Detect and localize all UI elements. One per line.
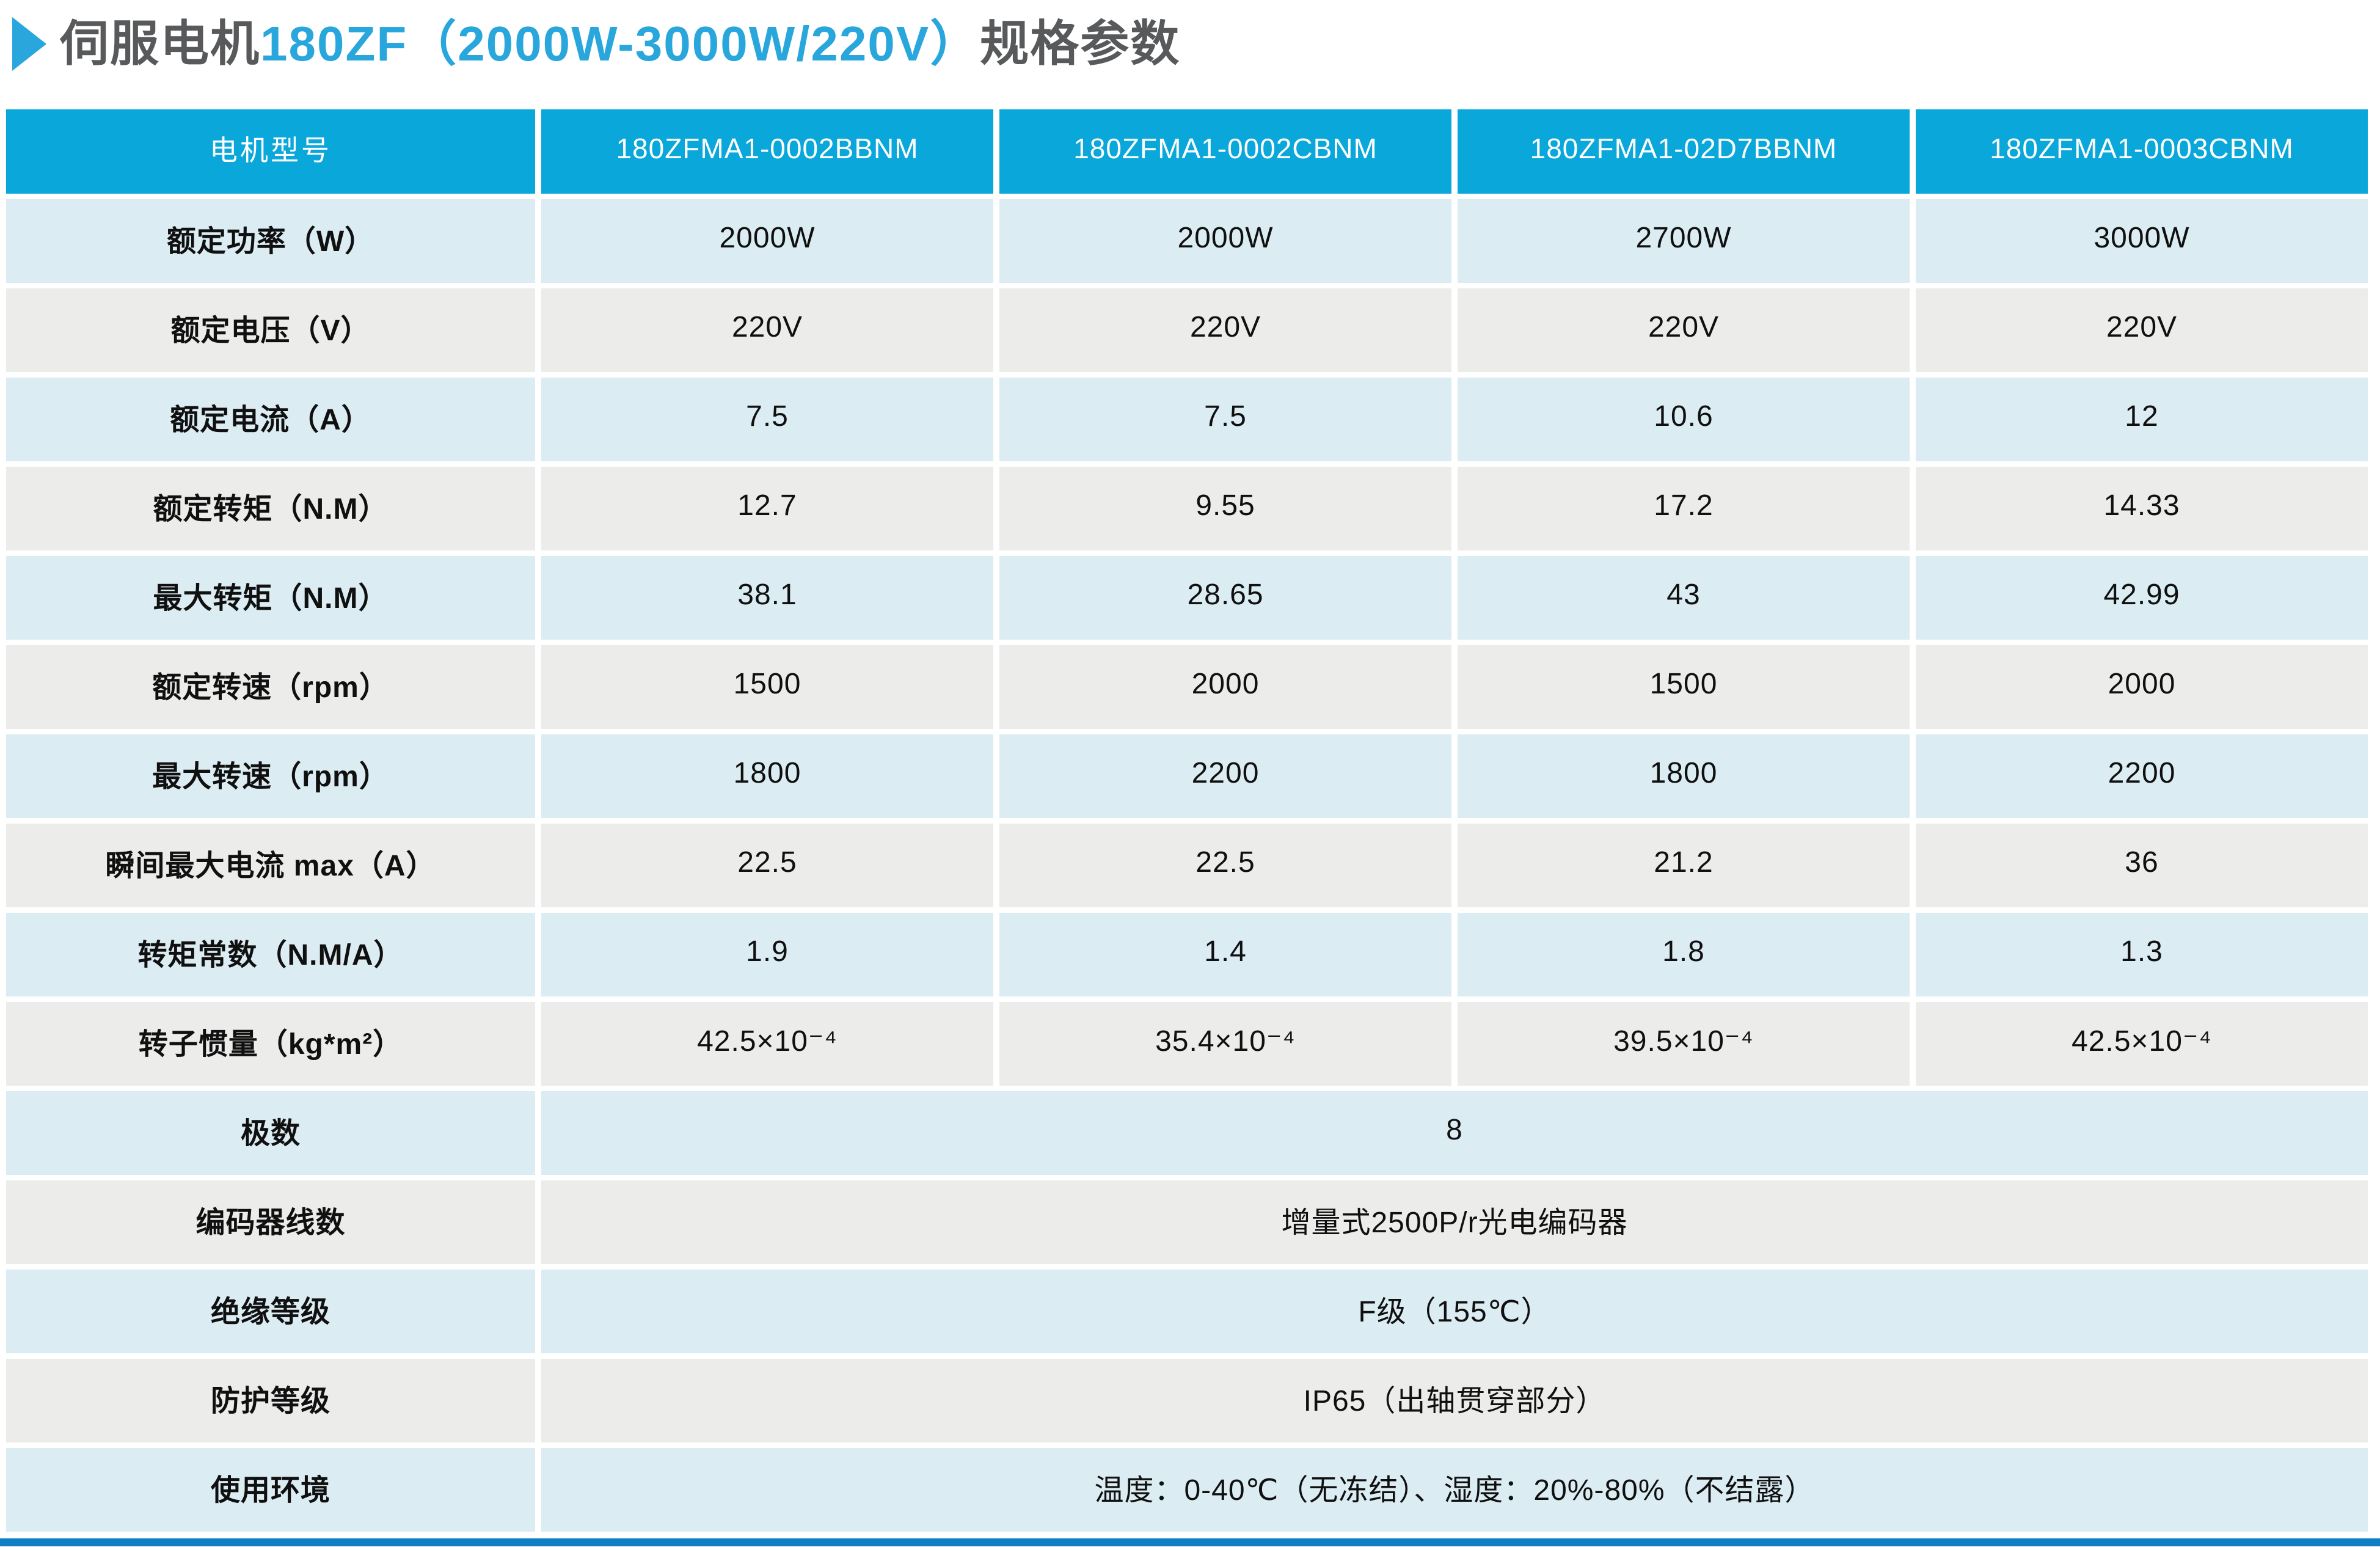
table-row: 额定功率（W） 2000W 2000W 2700W 3000W <box>6 199 2368 283</box>
corner-header-motor-model: 电机型号 <box>6 109 535 194</box>
spec-value: 1.3 <box>1916 913 2368 996</box>
row-label: 转矩常数（N.M/A） <box>6 913 535 996</box>
spec-value: 2700W <box>1458 199 1910 283</box>
spec-value: 7.5 <box>541 378 993 461</box>
spec-value: 1800 <box>541 734 993 818</box>
spec-value: 35.4×10⁻⁴ <box>999 1002 1451 1086</box>
spec-value: 1500 <box>541 645 993 729</box>
spec-value-span: 增量式2500P/r光电编码器 <box>541 1180 2368 1264</box>
table-row: 绝缘等级 F级（155℃） <box>6 1270 2368 1353</box>
spec-value-span: 8 <box>541 1091 2368 1175</box>
table-row: 使用环境 温度：0-40℃（无冻结）、湿度：20%-80%（不结露） <box>6 1448 2368 1532</box>
spec-value-span: IP65（出轴贯穿部分） <box>541 1359 2368 1442</box>
table-row: 防护等级 IP65（出轴贯穿部分） <box>6 1359 2368 1442</box>
table-row: 额定转速（rpm） 1500 2000 1500 2000 <box>6 645 2368 729</box>
spec-value: 2000W <box>999 199 1451 283</box>
table-row: 额定电流（A） 7.5 7.5 10.6 12 <box>6 378 2368 461</box>
title-suffix: 规格参数 <box>980 16 1181 71</box>
spec-value: 22.5 <box>999 824 1451 907</box>
spec-value-span: 温度：0-40℃（无冻结）、湿度：20%-80%（不结露） <box>541 1448 2368 1532</box>
spec-value: 38.1 <box>541 556 993 640</box>
spec-value: 9.55 <box>999 467 1451 550</box>
spec-value: 21.2 <box>1458 824 1910 907</box>
table-row: 转子惯量（kg*m²） 42.5×10⁻⁴ 35.4×10⁻⁴ 39.5×10⁻⁴ 42… <box>6 1002 2368 1086</box>
column-header-model: 180ZFMA1-0003CBNM <box>1916 109 2368 194</box>
spec-value: 1.9 <box>541 913 993 996</box>
spec-value-span: F级（155℃） <box>541 1270 2368 1353</box>
triangle-bullet-icon <box>12 17 46 71</box>
spec-value: 1500 <box>1458 645 1910 729</box>
table-row: 额定电压（V） 220V 220V 220V 220V <box>6 288 2368 372</box>
row-label: 最大转速（rpm） <box>6 734 535 818</box>
spec-value: 2000 <box>999 645 1451 729</box>
spec-value: 220V <box>1916 288 2368 372</box>
row-label: 编码器线数 <box>6 1180 535 1264</box>
spec-value: 12.7 <box>541 467 993 550</box>
spec-value: 14.33 <box>1916 467 2368 550</box>
spec-value: 10.6 <box>1458 378 1910 461</box>
bottom-accent-bar <box>0 1538 2380 1546</box>
spec-value: 2000W <box>541 199 993 283</box>
spec-value: 17.2 <box>1458 467 1910 550</box>
spec-value: 22.5 <box>541 824 993 907</box>
spec-value: 220V <box>999 288 1451 372</box>
spec-value: 43 <box>1458 556 1910 640</box>
row-label: 极数 <box>6 1091 535 1175</box>
row-label: 额定电流（A） <box>6 378 535 461</box>
table-row: 编码器线数 增量式2500P/r光电编码器 <box>6 1180 2368 1264</box>
row-label: 额定转速（rpm） <box>6 645 535 729</box>
header-row: 电机型号 180ZFMA1-0002BBNM 180ZFMA1-0002CBNM 18… <box>6 109 2368 194</box>
row-label: 最大转矩（N.M） <box>6 556 535 640</box>
spec-table-body: 额定功率（W） 2000W 2000W 2700W 3000W 额定电压（V） 220V 22… <box>6 199 2368 1532</box>
spec-value: 28.65 <box>999 556 1451 640</box>
row-label: 防护等级 <box>6 1359 535 1442</box>
page-title: 伺服电机180ZF（2000W-3000W/220V）规格参数 <box>0 0 2380 104</box>
spec-value: 12 <box>1916 378 2368 461</box>
spec-value: 2200 <box>999 734 1451 818</box>
spec-value: 2200 <box>1916 734 2368 818</box>
column-header-model: 180ZFMA1-0002BBNM <box>541 109 993 194</box>
table-row: 转矩常数（N.M/A） 1.9 1.4 1.8 1.3 <box>6 913 2368 996</box>
spec-value: 42.99 <box>1916 556 2368 640</box>
title-prefix: 伺服电机 <box>60 16 260 71</box>
spec-value: 42.5×10⁻⁴ <box>1916 1002 2368 1086</box>
table-row: 瞬间最大电流 max（A） 22.5 22.5 21.2 36 <box>6 824 2368 907</box>
row-label: 瞬间最大电流 max（A） <box>6 824 535 907</box>
title-model-range: 180ZF（2000W-3000W/220V） <box>260 16 980 71</box>
spec-value: 2000 <box>1916 645 2368 729</box>
spec-table-header: 电机型号 180ZFMA1-0002BBNM 180ZFMA1-0002CBNM 18… <box>6 109 2368 194</box>
spec-table: 电机型号 180ZFMA1-0002BBNM 180ZFMA1-0002CBNM 18… <box>0 104 2374 1537</box>
table-row: 最大转速（rpm） 1800 2200 1800 2200 <box>6 734 2368 818</box>
spec-value: 1.4 <box>999 913 1451 996</box>
column-header-model: 180ZFMA1-02D7BBNM <box>1458 109 1910 194</box>
spec-value: 7.5 <box>999 378 1451 461</box>
spec-value: 1.8 <box>1458 913 1910 996</box>
table-row: 最大转矩（N.M） 38.1 28.65 43 42.99 <box>6 556 2368 640</box>
spec-value: 220V <box>541 288 993 372</box>
row-label: 额定转矩（N.M） <box>6 467 535 550</box>
spec-value: 42.5×10⁻⁴ <box>541 1002 993 1086</box>
spec-value: 36 <box>1916 824 2368 907</box>
row-label: 使用环境 <box>6 1448 535 1532</box>
table-row: 额定转矩（N.M） 12.7 9.55 17.2 14.33 <box>6 467 2368 550</box>
spec-value: 3000W <box>1916 199 2368 283</box>
column-header-model: 180ZFMA1-0002CBNM <box>999 109 1451 194</box>
spec-value: 39.5×10⁻⁴ <box>1458 1002 1910 1086</box>
row-label: 绝缘等级 <box>6 1270 535 1353</box>
spec-value: 220V <box>1458 288 1910 372</box>
table-row: 极数 8 <box>6 1091 2368 1175</box>
row-label: 额定功率（W） <box>6 199 535 283</box>
row-label: 转子惯量（kg*m²） <box>6 1002 535 1086</box>
spec-value: 1800 <box>1458 734 1910 818</box>
row-label: 额定电压（V） <box>6 288 535 372</box>
page-title-text: 伺服电机180ZF（2000W-3000W/220V）规格参数 <box>60 20 1180 68</box>
